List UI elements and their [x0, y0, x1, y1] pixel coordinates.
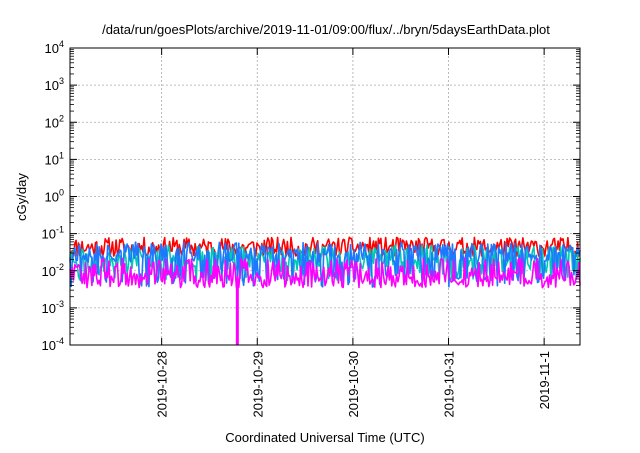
- x-tick-label: 2019-10-29: [250, 351, 265, 418]
- axis-ticks: 10-4 10-3 10-2 10-1 100 101 102 103 104 2019-10-2…: [42, 39, 580, 418]
- x-tick-label: 2019-10-31: [442, 351, 457, 418]
- y-tick-label: 104: [45, 39, 64, 56]
- x-tick-label: 2019-11-1: [537, 351, 552, 409]
- data-series: [69, 236, 581, 345]
- y-tick-label: 101: [45, 150, 64, 167]
- x-tick-label: 2019-10-28: [155, 351, 170, 418]
- grid-lines: [70, 48, 580, 345]
- y-tick-label: 10-4: [42, 336, 64, 353]
- y-axis-label: cGy/day: [14, 173, 29, 221]
- chart-title: /data/run/goesPlots/archive/2019-11-01/0…: [102, 22, 550, 37]
- series-line: [69, 257, 581, 289]
- y-tick-label: 10-1: [42, 225, 64, 242]
- y-tick-label: 102: [45, 113, 64, 130]
- x-axis-label: Coordinated Universal Time (UTC): [225, 430, 424, 445]
- y-tick-label: 10-2: [42, 262, 64, 279]
- y-tick-label: 103: [45, 76, 64, 93]
- y-tick-label: 100: [45, 188, 64, 205]
- series-line: [69, 241, 581, 288]
- x-tick-label: 2019-10-30: [346, 351, 361, 418]
- y-tick-label: 10-3: [42, 299, 64, 316]
